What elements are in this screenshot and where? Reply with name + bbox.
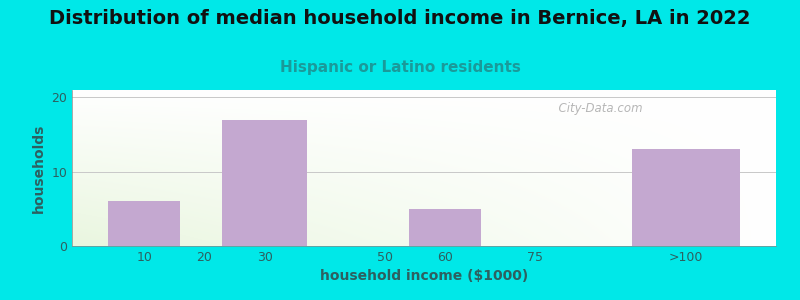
Text: Distribution of median household income in Bernice, LA in 2022: Distribution of median household income … [50, 9, 750, 28]
Bar [409, 209, 481, 246]
Y-axis label: households: households [32, 123, 46, 213]
Text: Hispanic or Latino residents: Hispanic or Latino residents [279, 60, 521, 75]
X-axis label: household income ($1000): household income ($1000) [320, 269, 528, 284]
Bar [222, 120, 306, 246]
Text: City-Data.com: City-Data.com [550, 103, 642, 116]
Bar [108, 201, 180, 246]
Bar [631, 149, 740, 246]
